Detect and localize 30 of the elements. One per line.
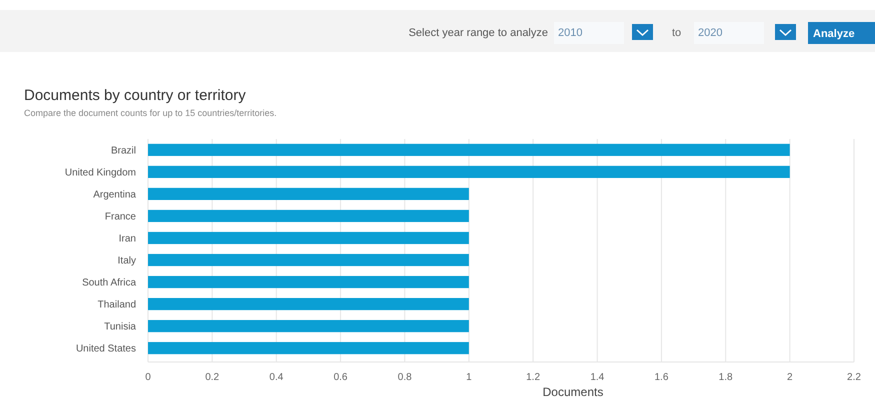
text: Analyze <box>813 28 855 40</box>
x-tick-label: 0.2 <box>205 372 220 383</box>
y-tick-label: Argentina <box>93 189 136 200</box>
text: 2010 <box>558 27 582 39</box>
x-tick-label: 0.6 <box>334 372 348 383</box>
chart-title: Documents by country or territory <box>24 87 246 104</box>
y-tick-label: United Kingdom <box>64 167 136 178</box>
y-tick-label: France <box>104 211 136 222</box>
x-tick-label: 1.8 <box>718 372 734 383</box>
x-tick-label: 2.2 <box>847 372 862 383</box>
x-axis-title: Documents <box>542 385 604 399</box>
y-tick-label: United States <box>76 344 136 355</box>
y-tick-label: Thailand <box>98 300 136 311</box>
x-tick-label: 1 <box>466 372 472 383</box>
x-tick-label: 1.4 <box>590 372 605 383</box>
x-tick-label: 1.6 <box>654 372 669 383</box>
chart-subtitle: Compare the document counts for up to 15 countries/territories. <box>24 108 277 118</box>
y-tick-label: Tunisia <box>104 322 136 333</box>
x-tick-label: 1.2 <box>526 372 540 383</box>
x-tick-label: 0.4 <box>269 372 284 383</box>
y-tick-label: South Africa <box>82 278 136 289</box>
y-tick-label: Iran <box>118 233 136 244</box>
x-tick-label: 0.8 <box>398 372 412 383</box>
x-tick-label: 2 <box>787 372 794 383</box>
y-tick-label: Italy <box>118 256 136 267</box>
text: Select year range to analyze <box>408 27 548 39</box>
text: 2020 <box>698 27 722 39</box>
text: to <box>672 27 682 39</box>
y-tick-label: Brazil <box>110 145 136 156</box>
x-tick-label: 0 <box>145 372 152 383</box>
